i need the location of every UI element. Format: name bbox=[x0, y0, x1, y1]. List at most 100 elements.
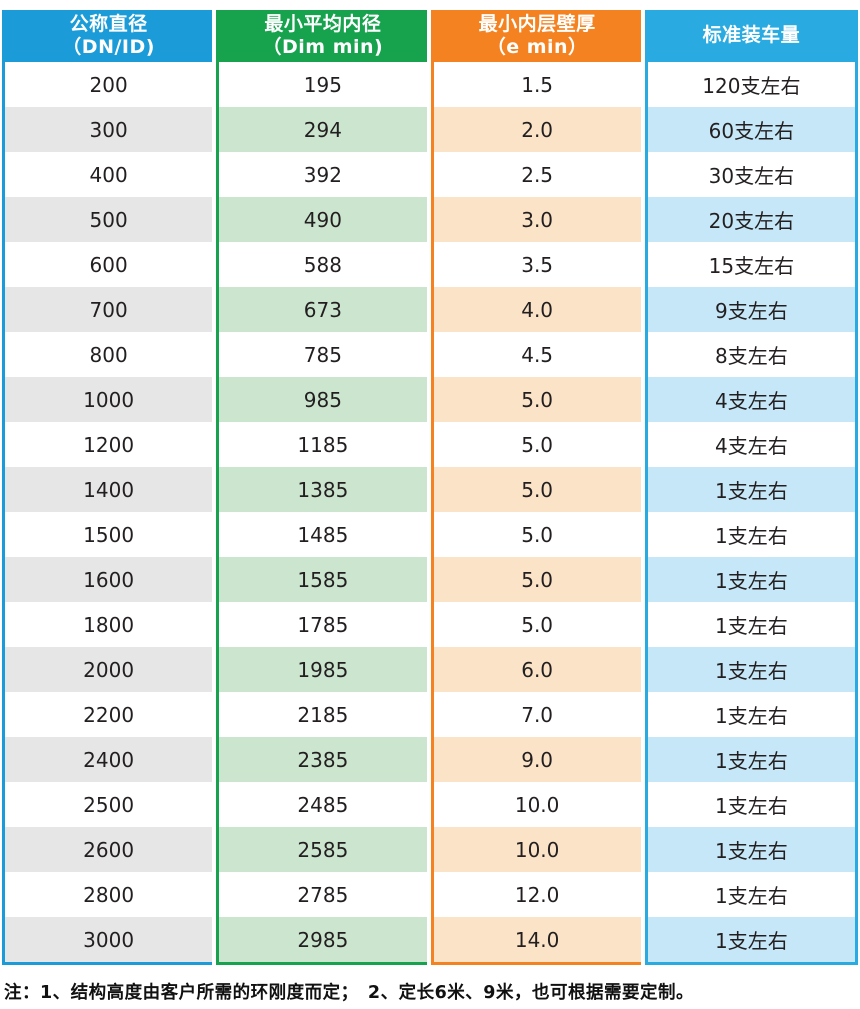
table-cell: 1支左右 bbox=[647, 602, 855, 647]
table-cell: 1385 bbox=[219, 467, 427, 512]
table-cell: 6.0 bbox=[433, 647, 641, 692]
table-cell: 1支左右 bbox=[647, 692, 855, 737]
table-cell: 8支左右 bbox=[647, 332, 855, 377]
table-cell: 2600 bbox=[5, 827, 213, 872]
column-header-loading: 标准装车量 bbox=[647, 10, 855, 62]
column-header-e_min: 最小内层壁厚 （e min） bbox=[433, 10, 641, 62]
table-cell: 5.0 bbox=[433, 422, 641, 467]
column-cells-e_min: 1.5 2.0 2.5 3.0 3.5 4.0 4.5 5.0 5.0 5.0 5.0 5.0 5.0 6… bbox=[433, 62, 641, 962]
table-cell: 1支左右 bbox=[647, 557, 855, 602]
column-cells-dn: 200 300 400 500 600 700 800 1000 1200 1400 1500 160… bbox=[5, 62, 213, 962]
table-cell: 490 bbox=[219, 197, 427, 242]
table-cell: 1支左右 bbox=[647, 872, 855, 917]
table-cell: 7.0 bbox=[433, 692, 641, 737]
table-cell: 1支左右 bbox=[647, 512, 855, 557]
header-line2: （DN/ID) bbox=[62, 36, 155, 58]
table-cell: 300 bbox=[5, 107, 213, 152]
table-cell: 2985 bbox=[219, 917, 427, 962]
table-cell: 5.0 bbox=[433, 467, 641, 512]
table-cell: 1800 bbox=[5, 602, 213, 647]
table-cell: 2185 bbox=[219, 692, 427, 737]
table-cell: 392 bbox=[219, 152, 427, 197]
table-cell: 985 bbox=[219, 377, 427, 422]
table-cell: 1785 bbox=[219, 602, 427, 647]
table-cell: 1支左右 bbox=[647, 827, 855, 872]
table-cell: 1支左右 bbox=[647, 467, 855, 512]
table-cell: 2785 bbox=[219, 872, 427, 917]
footnote: 注：1、结构高度由客户所需的环刚度而定； 2、定长6米、9米，也可根据需要定制。 bbox=[4, 983, 694, 1003]
table-cell: 5.0 bbox=[433, 377, 641, 422]
table-cell: 5.0 bbox=[433, 512, 641, 557]
table-cell: 700 bbox=[5, 287, 213, 332]
table-cell: 200 bbox=[5, 62, 213, 107]
table-cell: 1985 bbox=[219, 647, 427, 692]
table-cell: 1.5 bbox=[433, 62, 641, 107]
header-line1: 最小平均内径 bbox=[264, 12, 382, 35]
table-cell: 2385 bbox=[219, 737, 427, 782]
table-cell: 1200 bbox=[5, 422, 213, 467]
table-cell: 60支左右 bbox=[647, 107, 855, 152]
table-cell: 14.0 bbox=[433, 917, 641, 962]
table-cell: 1支左右 bbox=[647, 647, 855, 692]
table-cell: 5.0 bbox=[433, 557, 641, 602]
table-cell: 2500 bbox=[5, 782, 213, 827]
table-cell: 2800 bbox=[5, 872, 213, 917]
header-line1: 标准装车量 bbox=[702, 24, 801, 47]
table-cell: 5.0 bbox=[433, 602, 641, 647]
table-cell: 1支左右 bbox=[647, 917, 855, 962]
table-cell: 1500 bbox=[5, 512, 213, 557]
table-cell: 120支左右 bbox=[647, 62, 855, 107]
column-dn: 公称直径 （DN/ID) 200 300 400 500 600 700 800 1000 1200… bbox=[2, 10, 213, 965]
column-loading: 标准装车量 120支左右 60支左右 30支左右 20支左右 15支左右 9支左右 8支左右 4… bbox=[644, 10, 858, 965]
column-cells-dim_min: 195 294 392 490 588 673 785 985 1185 1385 1485 1585… bbox=[219, 62, 427, 962]
table-cell: 1585 bbox=[219, 557, 427, 602]
table-cell: 195 bbox=[219, 62, 427, 107]
table-cell: 3.0 bbox=[433, 197, 641, 242]
table-cell: 4支左右 bbox=[647, 422, 855, 467]
table-cell: 2485 bbox=[219, 782, 427, 827]
table-cell: 2.5 bbox=[433, 152, 641, 197]
table-cell: 4.0 bbox=[433, 287, 641, 332]
table-cell: 500 bbox=[5, 197, 213, 242]
table-cell: 1支左右 bbox=[647, 737, 855, 782]
table-cell: 600 bbox=[5, 242, 213, 287]
table-cell: 1485 bbox=[219, 512, 427, 557]
table-cell: 400 bbox=[5, 152, 213, 197]
column-cells-loading: 120支左右 60支左右 30支左右 20支左右 15支左右 9支左右 8支左右 4支左右 4支… bbox=[647, 62, 855, 962]
table-cell: 1185 bbox=[219, 422, 427, 467]
table-cell: 800 bbox=[5, 332, 213, 377]
table-cell: 2400 bbox=[5, 737, 213, 782]
table-cell: 10.0 bbox=[433, 782, 641, 827]
column-header-dn: 公称直径 （DN/ID) bbox=[5, 10, 213, 62]
table-cell: 294 bbox=[219, 107, 427, 152]
table-cell: 785 bbox=[219, 332, 427, 377]
table-cell: 15支左右 bbox=[647, 242, 855, 287]
header-line1: 最小内层壁厚 bbox=[478, 12, 596, 35]
header-line1: 公称直径 bbox=[69, 12, 148, 35]
column-dim_min: 最小平均内径 （Dim min) 195 294 392 490 588 673 785 985 1… bbox=[216, 10, 427, 965]
table-cell: 30支左右 bbox=[647, 152, 855, 197]
table-cell: 1000 bbox=[5, 377, 213, 422]
table-cell: 9.0 bbox=[433, 737, 641, 782]
table-cell: 1600 bbox=[5, 557, 213, 602]
table-cell: 9支左右 bbox=[647, 287, 855, 332]
column-header-dim_min: 最小平均内径 （Dim min) bbox=[219, 10, 427, 62]
table-cell: 2000 bbox=[5, 647, 213, 692]
table-cell: 4.5 bbox=[433, 332, 641, 377]
table-cell: 3.5 bbox=[433, 242, 641, 287]
table-cell: 10.0 bbox=[433, 827, 641, 872]
table-cell: 4支左右 bbox=[647, 377, 855, 422]
table-cell: 2585 bbox=[219, 827, 427, 872]
table-cell: 2200 bbox=[5, 692, 213, 737]
table-cell: 673 bbox=[219, 287, 427, 332]
pipe-spec-table: 公称直径 （DN/ID) 200 300 400 500 600 700 800 1000 1200… bbox=[2, 10, 858, 965]
table-cell: 3000 bbox=[5, 917, 213, 962]
table-cell: 1支左右 bbox=[647, 782, 855, 827]
column-e_min: 最小内层壁厚 （e min） 1.5 2.0 2.5 3.0 3.5 4.0 4.5 5.0 5.0… bbox=[430, 10, 641, 965]
table-cell: 1400 bbox=[5, 467, 213, 512]
table-cell: 588 bbox=[219, 242, 427, 287]
table-cell: 2.0 bbox=[433, 107, 641, 152]
table-cell: 20支左右 bbox=[647, 197, 855, 242]
header-line2: （e min） bbox=[486, 36, 588, 58]
